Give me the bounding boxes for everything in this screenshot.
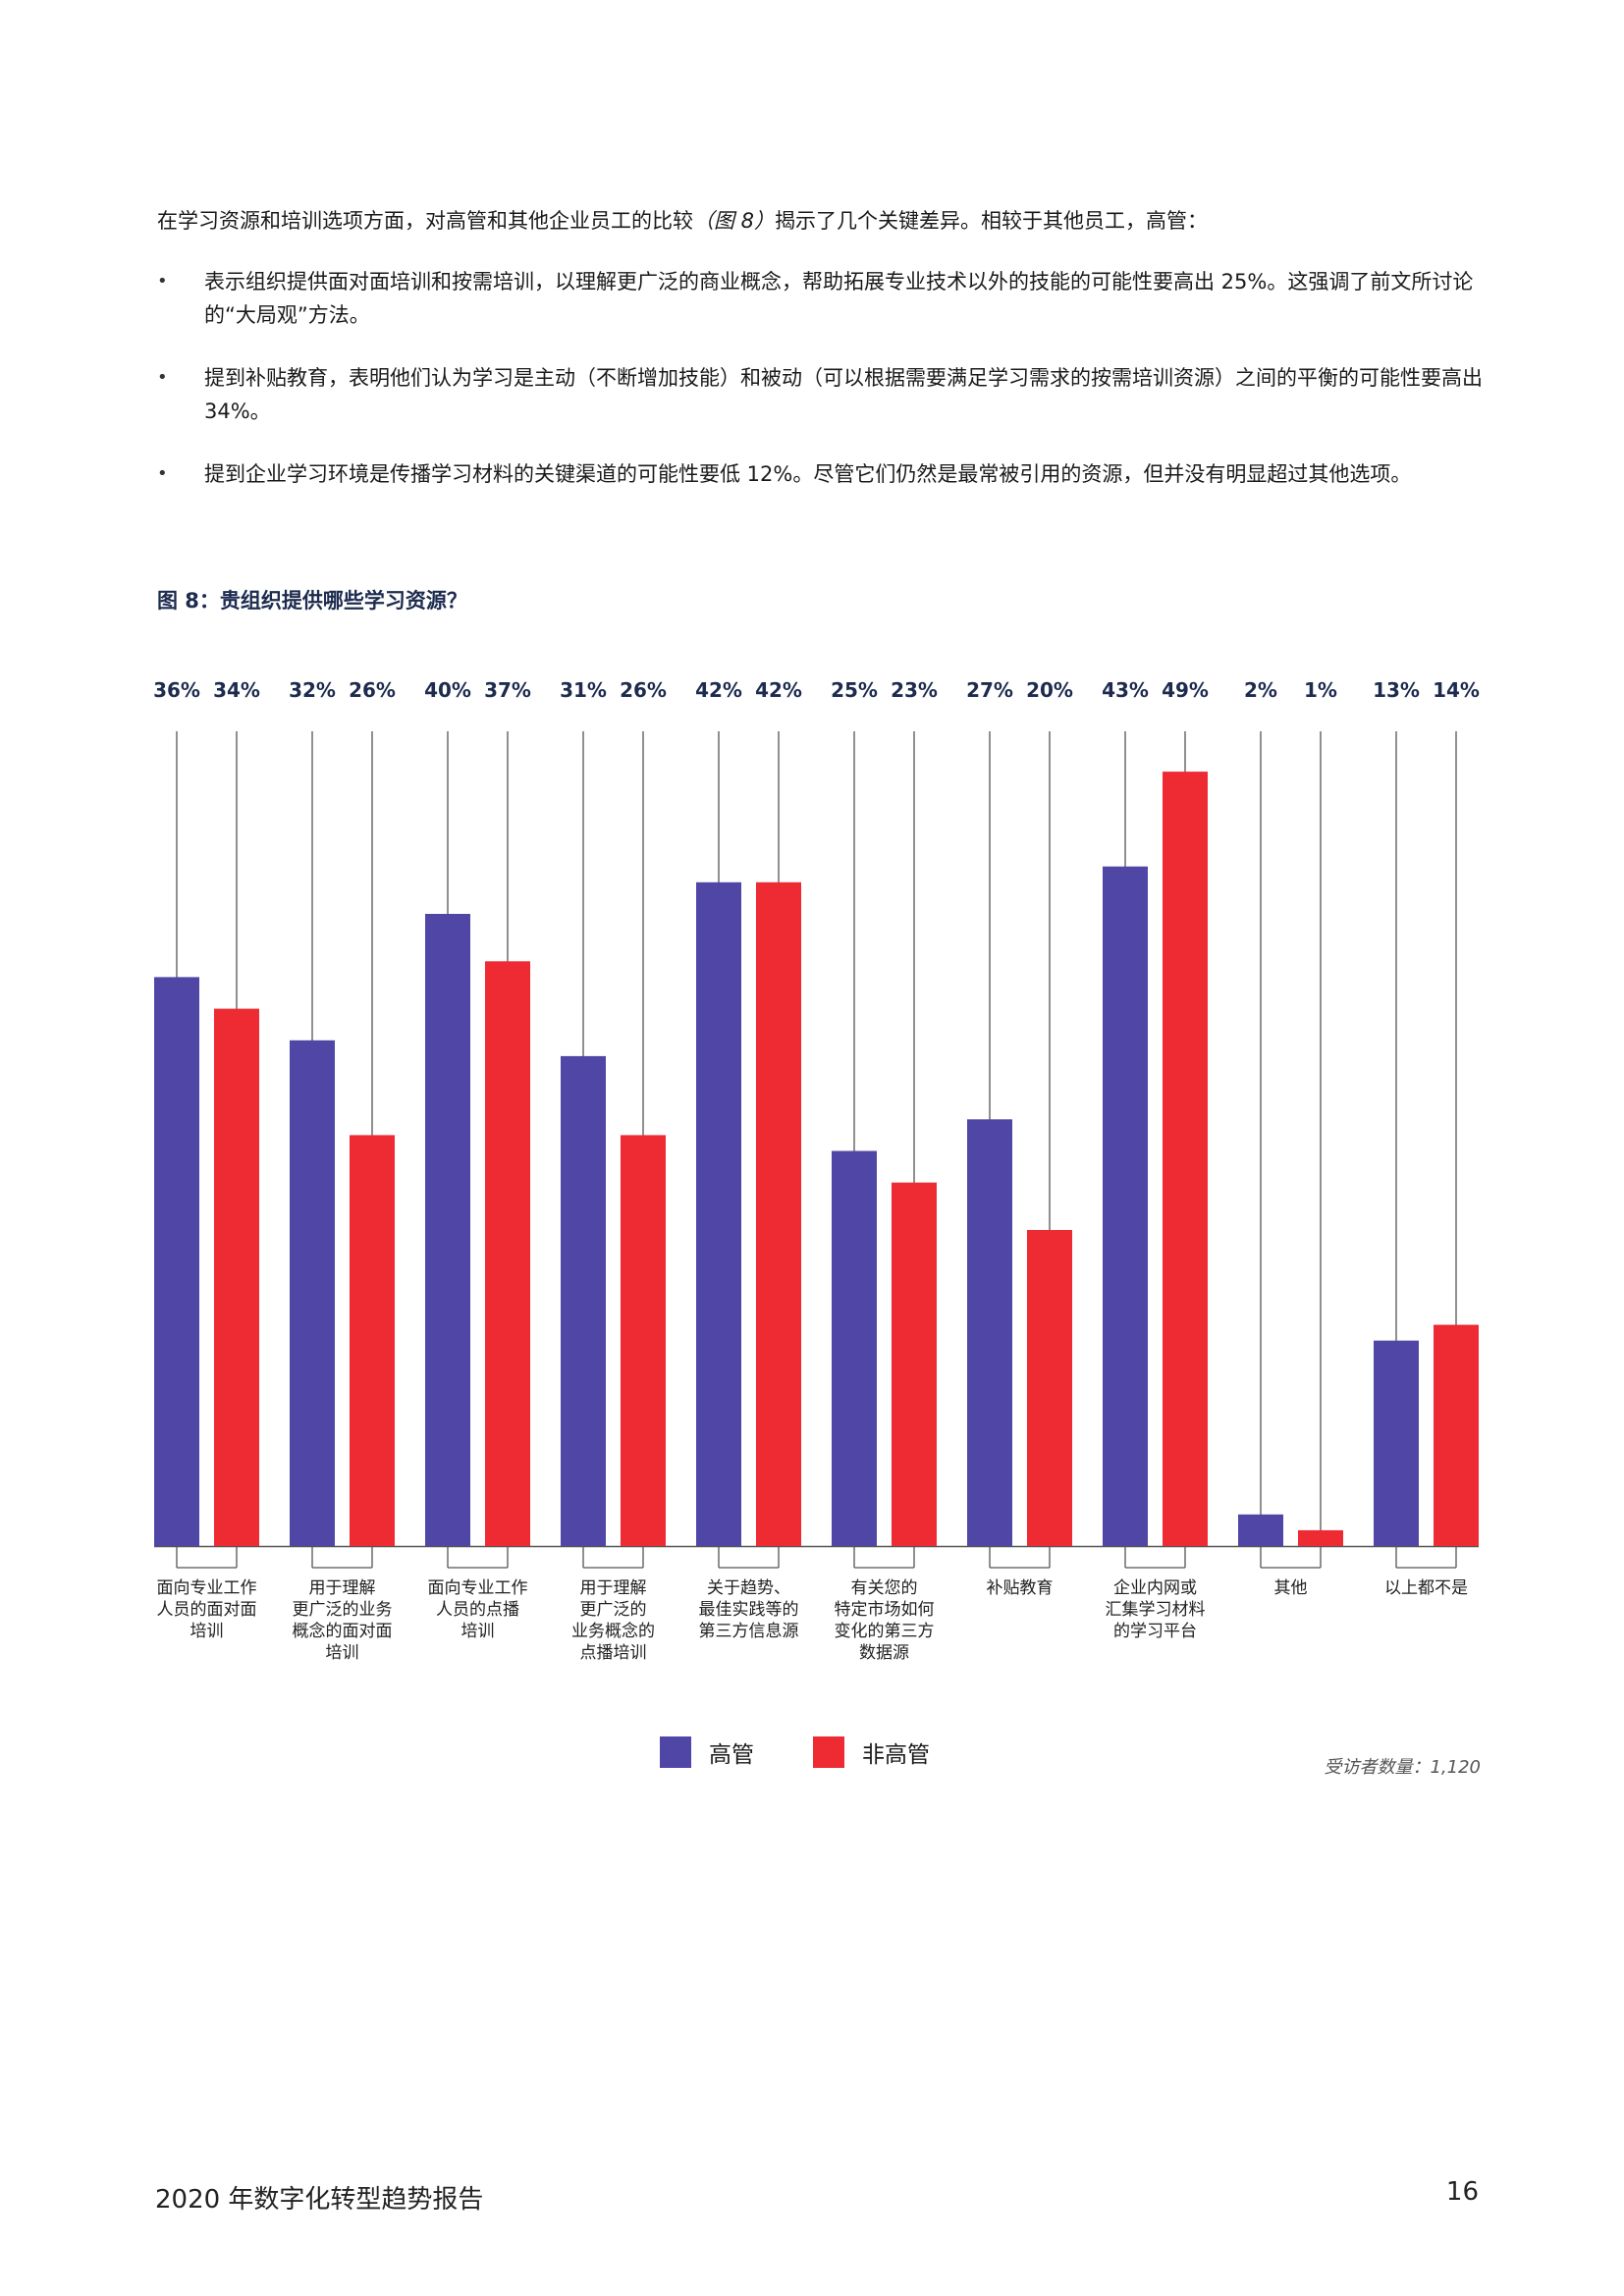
value-label: 40% bbox=[424, 678, 471, 702]
value-label: 31% bbox=[560, 678, 607, 702]
category-label-line: 面向专业工作 bbox=[428, 1578, 528, 1598]
bar bbox=[425, 914, 470, 1546]
category-label: 有关您的特定市场如何变化的第三方数据源 bbox=[835, 1578, 935, 1663]
category-label-line: 的学习平台 bbox=[1113, 1622, 1197, 1641]
legend-item-nonexec: 非高管 bbox=[813, 1735, 930, 1769]
bullet-item: 提到企业学习环境是传播学习材料的关键渠道的可能性要低 12%。尽管它们仍然是最常… bbox=[157, 457, 1483, 491]
category-label-line: 面向专业工作 bbox=[157, 1578, 257, 1598]
value-label: 20% bbox=[1026, 678, 1073, 702]
bar bbox=[154, 977, 199, 1546]
footer-report-title: 2020 年数字化转型趋势报告 bbox=[155, 2185, 484, 2215]
bar bbox=[561, 1055, 606, 1546]
bullet-list: 表示组织提供面对面培训和按需培训，以理解更广泛的商业概念，帮助拓展专业技术以外的… bbox=[157, 265, 1483, 520]
category-label-line: 更广泛的业务 bbox=[293, 1600, 393, 1620]
bar bbox=[696, 881, 741, 1546]
category-label-line: 第三方信息源 bbox=[699, 1622, 799, 1641]
intro-paragraph: 在学习资源和培训选项方面，对高管和其他企业员工的比较（图 8）揭示了几个关键差异… bbox=[157, 204, 1483, 238]
value-label: 25% bbox=[831, 678, 878, 702]
respondents-note: 受访者数量：1,120 bbox=[1324, 1757, 1481, 1778]
category-label: 面向专业工作人员的点播培训 bbox=[428, 1578, 528, 1641]
category-label: 用于理解更广泛的业务概念的点播培训 bbox=[571, 1578, 655, 1663]
category-label-line: 企业内网或 bbox=[1113, 1578, 1197, 1598]
category-label-line: 人员的面对面 bbox=[157, 1600, 257, 1620]
category-label-line: 补贴教育 bbox=[987, 1578, 1054, 1598]
value-label: 13% bbox=[1373, 678, 1420, 702]
bar bbox=[621, 1135, 666, 1546]
category-label-line: 培训 bbox=[190, 1622, 224, 1641]
figure-title: 图 8：贵组织提供哪些学习资源？ bbox=[157, 589, 467, 613]
category-label-line: 点播培训 bbox=[580, 1643, 647, 1663]
category-label-line: 数据源 bbox=[859, 1643, 909, 1663]
category-label-line: 特定市场如何 bbox=[835, 1600, 935, 1620]
bar bbox=[1163, 772, 1208, 1546]
category-label-line: 有关您的 bbox=[851, 1578, 918, 1598]
category-label-line: 最佳实践等的 bbox=[699, 1600, 799, 1620]
value-label: 34% bbox=[213, 678, 260, 702]
bar bbox=[892, 1182, 937, 1546]
value-label: 2% bbox=[1244, 678, 1277, 702]
chart-legend: 高管 非高管 bbox=[660, 1735, 930, 1769]
legend-swatch-exec bbox=[660, 1736, 691, 1768]
value-label: 49% bbox=[1162, 678, 1209, 702]
value-label: 23% bbox=[891, 678, 938, 702]
bar bbox=[1374, 1340, 1419, 1546]
value-label: 42% bbox=[695, 678, 742, 702]
bar bbox=[756, 881, 801, 1546]
bar bbox=[1434, 1324, 1479, 1546]
category-label: 企业内网或汇集学习材料的学习平台 bbox=[1106, 1578, 1206, 1641]
category-label-line: 变化的第三方 bbox=[835, 1622, 935, 1641]
value-label: 36% bbox=[153, 678, 200, 702]
bar bbox=[350, 1135, 395, 1546]
intro-text-before: 在学习资源和培训选项方面，对高管和其他企业员工的比较 bbox=[157, 209, 693, 233]
category-label: 补贴教育 bbox=[987, 1578, 1054, 1598]
bullet-item: 表示组织提供面对面培训和按需培训，以理解更广泛的商业概念，帮助拓展专业技术以外的… bbox=[157, 265, 1483, 332]
value-label: 32% bbox=[289, 678, 336, 702]
category-label-line: 关于趋势、 bbox=[707, 1578, 790, 1598]
value-label: 43% bbox=[1102, 678, 1149, 702]
category-label: 用于理解更广泛的业务概念的面对面培训 bbox=[293, 1578, 393, 1663]
intro-text-after: 揭示了几个关键差异。相较于其他员工，高管： bbox=[775, 209, 1209, 233]
category-label-line: 业务概念的 bbox=[571, 1621, 655, 1641]
value-label: 26% bbox=[349, 678, 396, 702]
bar bbox=[1027, 1230, 1072, 1546]
bar bbox=[967, 1119, 1012, 1546]
bar bbox=[832, 1150, 877, 1546]
category-label-line: 培训 bbox=[326, 1643, 359, 1663]
value-label: 1% bbox=[1304, 678, 1337, 702]
category-label-line: 以上都不是 bbox=[1384, 1578, 1468, 1598]
bar bbox=[214, 1008, 259, 1546]
legend-swatch-nonexec bbox=[813, 1736, 844, 1768]
value-label: 27% bbox=[966, 678, 1013, 702]
category-label-line: 用于理解 bbox=[580, 1578, 647, 1598]
legend-label-exec: 高管 bbox=[709, 1742, 754, 1768]
bar bbox=[1238, 1514, 1283, 1546]
category-label: 关于趋势、最佳实践等的第三方信息源 bbox=[699, 1578, 799, 1641]
legend-item-exec: 高管 bbox=[660, 1735, 754, 1769]
category-label-line: 汇集学习材料 bbox=[1106, 1600, 1206, 1620]
page-number: 16 bbox=[1445, 2177, 1479, 2207]
category-label: 其他 bbox=[1274, 1578, 1308, 1598]
value-label: 26% bbox=[620, 678, 667, 702]
category-label-line: 用于理解 bbox=[309, 1578, 376, 1598]
category-label-line: 概念的面对面 bbox=[293, 1621, 393, 1641]
value-label: 37% bbox=[484, 678, 531, 702]
value-label: 42% bbox=[755, 678, 802, 702]
value-label: 14% bbox=[1433, 678, 1480, 702]
category-label-line: 培训 bbox=[461, 1622, 495, 1641]
legend-label-nonexec: 非高管 bbox=[862, 1742, 930, 1768]
bullet-item: 提到补贴教育，表明他们认为学习是主动（不断增加技能）和被动（可以根据需要满足学习… bbox=[157, 361, 1483, 428]
bar bbox=[1103, 866, 1148, 1546]
bar bbox=[290, 1040, 335, 1546]
bar bbox=[485, 961, 530, 1546]
category-label: 以上都不是 bbox=[1384, 1578, 1468, 1598]
category-label-line: 人员的点播 bbox=[436, 1600, 519, 1620]
intro-figure-ref: （图 8） bbox=[693, 209, 776, 233]
bar bbox=[1298, 1529, 1343, 1546]
category-label-line: 其他 bbox=[1274, 1578, 1308, 1598]
category-label: 面向专业工作人员的面对面培训 bbox=[157, 1578, 257, 1641]
category-label-line: 更广泛的 bbox=[580, 1600, 647, 1620]
